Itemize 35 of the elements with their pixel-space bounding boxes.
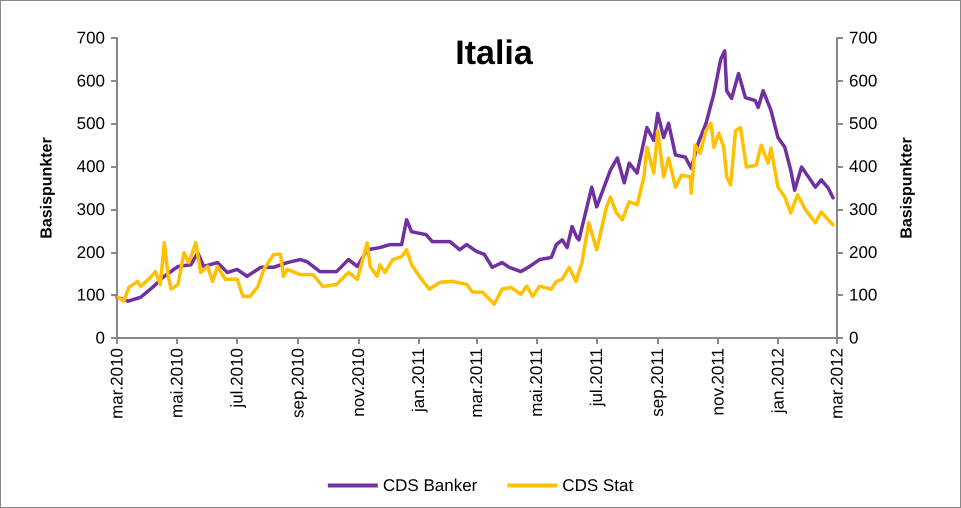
y-tick-label: 200 (76, 242, 105, 262)
x-tick-label: mai.2011 (527, 348, 546, 417)
x-tick-label: mar.2012 (828, 348, 846, 419)
y2-tick-label: 500 (849, 114, 878, 134)
y-tick-label: 700 (76, 28, 105, 48)
x-tick-label: jul.2010 (228, 348, 247, 409)
legend-label: CDS Stat (562, 476, 634, 495)
y-tick-label: 600 (76, 71, 105, 90)
x-tick-label: sep.2010 (288, 348, 308, 418)
x-tick-label: mar.2010 (108, 348, 126, 419)
y-tick-label: 400 (76, 157, 105, 176)
x-tick-label: jan.2011 (408, 348, 428, 413)
y2-tick-label: 300 (849, 200, 878, 219)
y2-tick-label: 0 (849, 328, 858, 348)
x-tick-label: jan.2012 (768, 348, 788, 414)
x-tick-label: jul.2011 (587, 348, 606, 408)
x-tick-label: sep.2011 (648, 348, 668, 417)
legend-label: CDS Banker (382, 476, 478, 495)
y2-axis-title: Basispunkter (898, 137, 916, 239)
y2-tick-label: 400 (849, 157, 878, 176)
y-tick-label: 0 (96, 328, 105, 348)
y-tick-label: 100 (76, 286, 105, 305)
x-tick-label: mai.2010 (168, 348, 187, 418)
y-tick-label: 300 (76, 200, 105, 219)
y2-tick-label: 100 (849, 286, 878, 305)
chart-title: Italia (455, 34, 534, 72)
x-tick-label: nov.2010 (348, 348, 368, 417)
y-tick-label: 500 (76, 114, 105, 134)
y-axis-title: Basispunkter (38, 137, 56, 239)
y2-tick-label: 600 (849, 71, 878, 90)
x-tick-label: nov.2011 (708, 348, 728, 416)
y2-tick-label: 200 (849, 242, 878, 262)
x-tick-label: mar.2011 (467, 348, 486, 418)
y2-tick-label: 700 (849, 28, 878, 48)
line-series (116, 122, 835, 306)
